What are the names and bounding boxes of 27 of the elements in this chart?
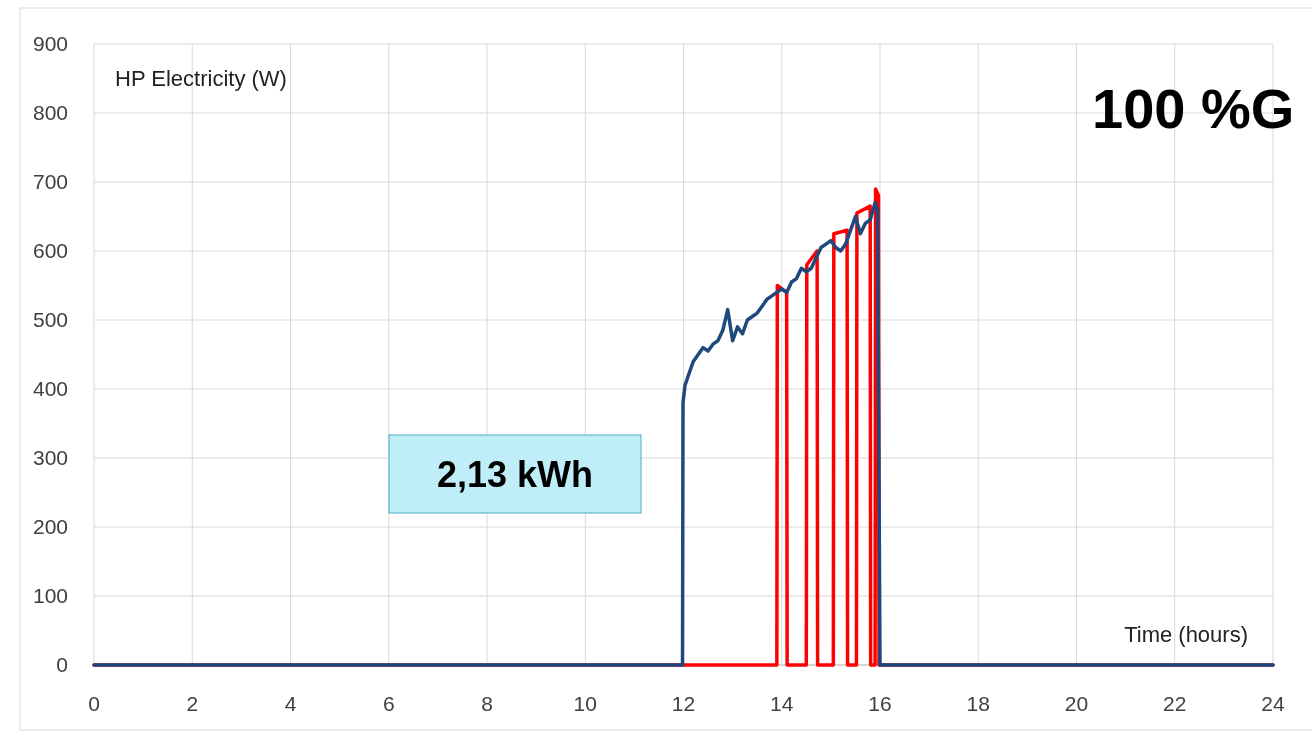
- x-tick-label: 0: [88, 692, 100, 715]
- x-tick-label: 4: [284, 692, 297, 715]
- y-axis-title: HP Electricity (W): [115, 66, 287, 91]
- x-tick-label: 22: [1163, 692, 1187, 715]
- x-tick-label: 16: [868, 692, 892, 715]
- y-tick-label: 700: [32, 170, 68, 193]
- y-tick-label: 600: [32, 239, 68, 262]
- x-tick-label: 14: [770, 692, 794, 715]
- y-tick-label: 300: [32, 446, 68, 469]
- y-tick-label: 500: [32, 308, 68, 331]
- x-tick-label: 12: [671, 692, 696, 715]
- y-tick-label: 800: [32, 101, 68, 124]
- y-tick-label: 0: [56, 653, 68, 676]
- y-tick-label: 200: [32, 515, 68, 538]
- y-tick-label: 100: [32, 584, 68, 607]
- x-tick-label: 6: [382, 692, 395, 715]
- annotation: 100 %G: [1092, 77, 1295, 140]
- x-tick-label: 2: [186, 692, 199, 715]
- x-tick-label: 10: [573, 692, 597, 715]
- y-tick-label: 900: [32, 32, 68, 55]
- x-tick-label: 8: [481, 692, 493, 715]
- x-tick-label: 20: [1064, 692, 1089, 715]
- x-tick-label: 18: [966, 692, 990, 715]
- x-tick-label: 24: [1261, 692, 1285, 715]
- x-axis-title: Time (hours): [1124, 622, 1248, 647]
- y-tick-label: 400: [32, 377, 68, 400]
- annotation: 2,13 kWh: [436, 454, 594, 495]
